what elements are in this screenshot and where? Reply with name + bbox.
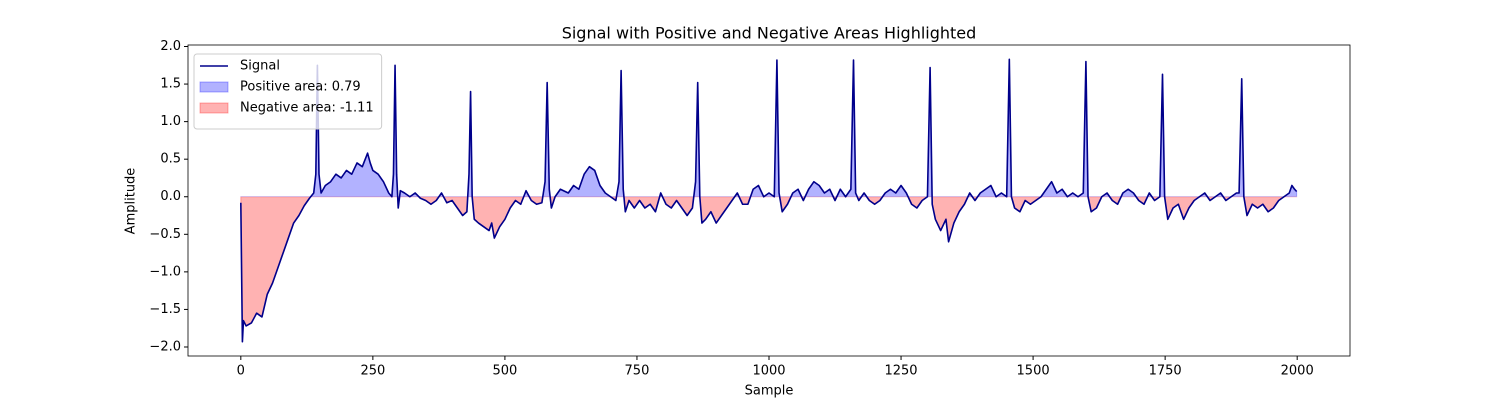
signal-line: [240, 58, 1298, 343]
x-tick-label: 250: [360, 364, 385, 379]
legend-box: [193, 53, 383, 130]
y-tick-label: −2.0: [149, 339, 181, 354]
x-tick-label: 1750: [1149, 364, 1182, 379]
y-tick-label: −0.5: [149, 227, 181, 242]
x-tick-label: 1500: [1017, 364, 1050, 379]
plot-frame: [187, 44, 1351, 357]
x-tick-label: 2000: [1281, 364, 1314, 379]
x-tick-label: 750: [625, 364, 650, 379]
legend-label: Signal: [240, 59, 280, 74]
y-tick-label: −1.0: [149, 264, 181, 279]
legend-label: Negative area: -1.11: [240, 101, 374, 116]
legend-label: Positive area: 0.79: [240, 80, 361, 95]
x-tick-label: 0: [237, 364, 245, 379]
y-tick-label: 2.0: [160, 39, 181, 54]
x-axis-label: Sample: [745, 384, 794, 399]
legend-patch: [199, 81, 229, 93]
x-tick-label: 1000: [752, 364, 785, 379]
y-axis-label: Amplitude: [124, 168, 139, 235]
y-tick-label: 1.5: [160, 77, 181, 92]
y-tick-label: 0.5: [160, 152, 181, 167]
legend-patch: [199, 102, 229, 114]
x-tick-label: 500: [492, 364, 517, 379]
y-tick-label: 1.0: [160, 114, 181, 129]
chart-title: Signal with Positive and Negative Areas …: [562, 24, 977, 43]
x-tick-label: 1250: [884, 364, 917, 379]
y-tick-label: −1.5: [149, 302, 181, 317]
y-tick-label: 0.0: [160, 189, 181, 204]
